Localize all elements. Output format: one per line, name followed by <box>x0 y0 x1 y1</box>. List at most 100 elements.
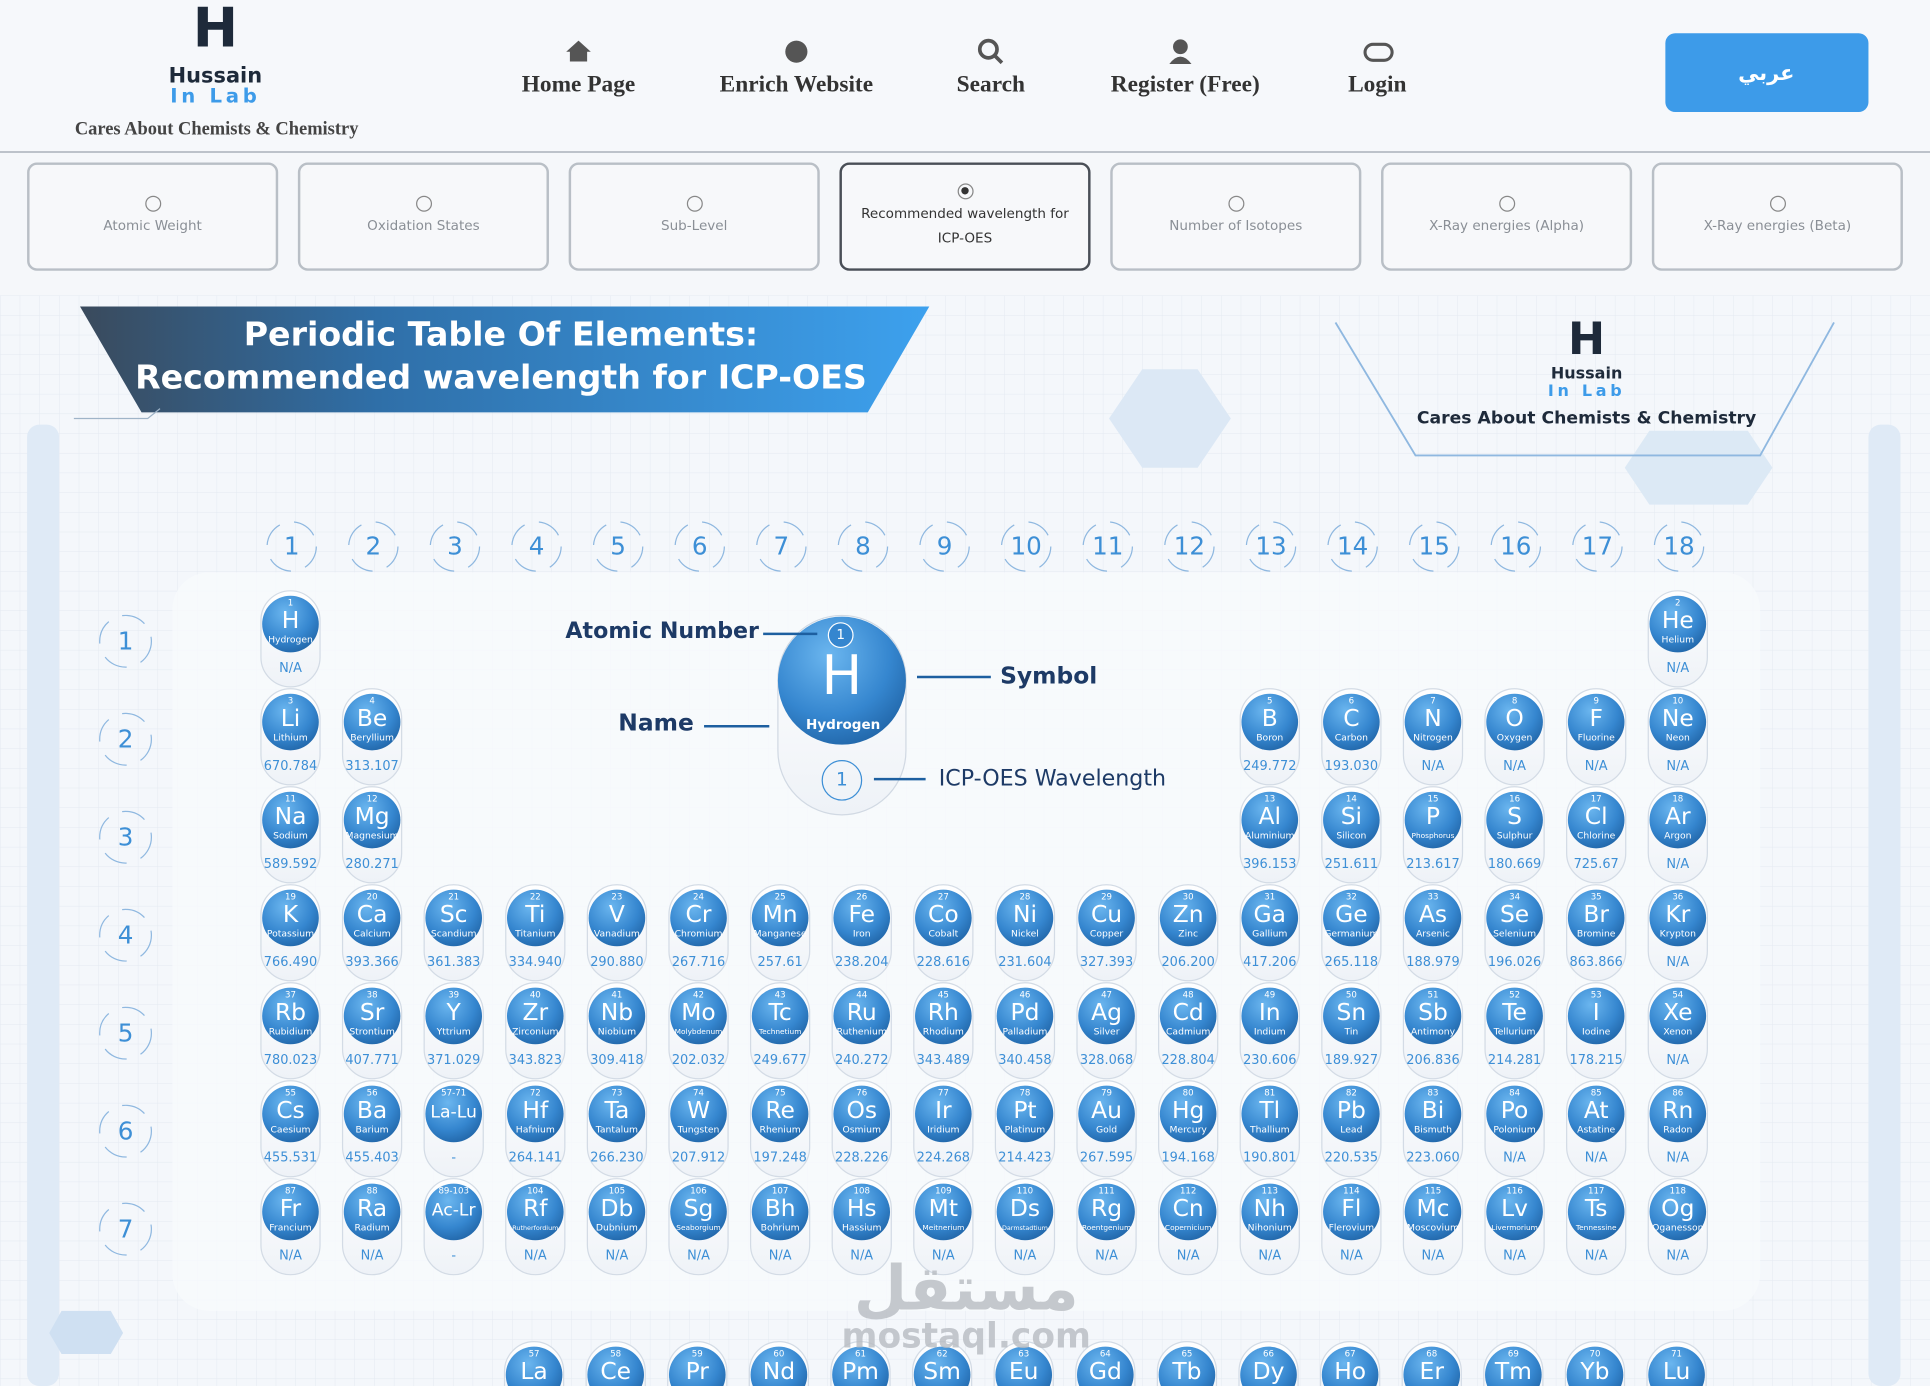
symbol[interactable]: Nd <box>763 1357 795 1385</box>
atomic-number[interactable]: 50 <box>1346 991 1357 1001</box>
element-name[interactable]: Manganese <box>754 928 807 939</box>
wavelength[interactable]: 455.531 <box>264 1151 317 1166</box>
atomic-number[interactable]: 26 <box>856 893 867 903</box>
atomic-number[interactable]: 115 <box>1425 1186 1441 1196</box>
symbol[interactable]: Sr <box>360 998 385 1026</box>
cell-ball[interactable] <box>425 1085 483 1143</box>
symbol[interactable]: Lv <box>1501 1194 1528 1222</box>
symbol[interactable]: Rb <box>275 998 306 1026</box>
element-name[interactable]: Tellurium <box>1493 1026 1536 1037</box>
element-name[interactable]: Yttrium <box>436 1026 471 1037</box>
nav-link[interactable]: Login <box>1348 72 1406 98</box>
wavelength[interactable]: 340.458 <box>998 1053 1051 1068</box>
wavelength[interactable]: N/A <box>1585 1151 1608 1166</box>
wavelength[interactable]: N/A <box>1666 759 1689 774</box>
symbol[interactable]: Ts <box>1584 1194 1608 1222</box>
atomic-number[interactable]: 11 <box>285 795 296 805</box>
radio[interactable] <box>686 195 703 212</box>
option-label[interactable]: X-Ray energies (Alpha) <box>1429 217 1585 234</box>
atomic-number[interactable]: 75 <box>775 1089 786 1099</box>
wavelength[interactable]: 249.772 <box>1243 759 1296 774</box>
element-name[interactable]: Rhenium <box>760 1124 801 1135</box>
cell-ball[interactable] <box>668 1346 726 1386</box>
wavelength[interactable]: - <box>451 1249 456 1264</box>
wavelength[interactable]: N/A <box>1666 661 1689 676</box>
atomic-number[interactable]: 84 <box>1509 1089 1520 1099</box>
wavelength[interactable]: N/A <box>850 1249 873 1264</box>
wavelength[interactable]: 223.060 <box>1406 1151 1459 1166</box>
symbol[interactable]: Kr <box>1665 900 1690 928</box>
atomic-number[interactable]: 80 <box>1183 1089 1194 1099</box>
symbol[interactable]: Rg <box>1091 1194 1122 1222</box>
cell-ball[interactable] <box>1649 595 1707 653</box>
cell-ball[interactable] <box>262 595 319 653</box>
nav-link[interactable]: Register (Free) <box>1111 72 1260 98</box>
element-name[interactable]: Argon <box>1664 831 1691 842</box>
element-name[interactable]: Ruthenium <box>837 1026 887 1037</box>
cell-ball[interactable] <box>1078 987 1135 1045</box>
cell-ball[interactable] <box>1323 791 1380 849</box>
cell-ball[interactable] <box>506 1085 564 1143</box>
element-name[interactable]: Nihonium <box>1248 1222 1292 1233</box>
element-name[interactable]: Potassium <box>267 928 314 939</box>
atomic-number[interactable]: 3 <box>288 697 293 707</box>
atomic-number[interactable]: 118 <box>1670 1186 1686 1196</box>
atomic-number[interactable]: 49 <box>1264 991 1275 1001</box>
atomic-number[interactable]: 4 <box>369 697 374 707</box>
symbol[interactable]: P <box>1426 802 1440 830</box>
atomic-number[interactable]: 33 <box>1427 893 1438 903</box>
option-label[interactable]: X-Ray energies (Beta) <box>1703 217 1852 234</box>
atomic-number[interactable]: 76 <box>856 1089 867 1099</box>
atomic-number[interactable]: 48 <box>1183 991 1194 1001</box>
wavelength[interactable]: 214.281 <box>1488 1053 1541 1068</box>
symbol[interactable]: V <box>609 900 625 928</box>
cell-ball[interactable] <box>1159 1183 1217 1241</box>
cell-ball[interactable] <box>425 987 483 1045</box>
element-name[interactable]: Hafnium <box>516 1124 555 1135</box>
element-name[interactable]: Lithium <box>273 733 308 744</box>
atomic-number[interactable]: 116 <box>1506 1186 1522 1196</box>
atomic-number[interactable]: 57-71 <box>441 1089 466 1099</box>
element-name[interactable]: Bromine <box>1577 928 1616 939</box>
cell-ball[interactable] <box>1323 987 1380 1045</box>
element-name[interactable]: Arsenic <box>1416 928 1450 939</box>
atomic-number[interactable]: 10 <box>1672 697 1683 707</box>
wavelength[interactable]: 228.616 <box>917 955 970 970</box>
cell-ball[interactable] <box>506 1183 564 1241</box>
wavelength[interactable]: N/A <box>769 1249 792 1264</box>
lang-button[interactable] <box>1665 33 1869 113</box>
element-name[interactable]: Selenium <box>1493 928 1536 939</box>
wavelength[interactable]: 309.418 <box>590 1053 643 1068</box>
atomic-number[interactable]: 64 <box>1100 1349 1111 1359</box>
cell-ball[interactable] <box>1078 1085 1135 1143</box>
radio[interactable] <box>415 195 432 212</box>
cell-ball[interactable] <box>751 889 809 947</box>
wavelength[interactable]: N/A <box>1177 1249 1200 1264</box>
element-name[interactable]: Polonium <box>1493 1124 1535 1135</box>
symbol[interactable]: Gd <box>1089 1357 1122 1385</box>
element-name[interactable]: Tantalum <box>595 1124 638 1135</box>
wavelength[interactable]: N/A <box>1503 1151 1526 1166</box>
atomic-number[interactable]: 72 <box>530 1089 541 1099</box>
symbol[interactable]: Y <box>446 998 462 1026</box>
wavelength[interactable]: 202.032 <box>672 1053 725 1068</box>
cell-ball[interactable] <box>1486 987 1543 1045</box>
option-label[interactable]: Number of Isotopes <box>1169 217 1303 234</box>
element-name[interactable]: Carbon <box>1335 733 1368 744</box>
atomic-number[interactable]: 31 <box>1264 893 1275 903</box>
symbol[interactable]: Pb <box>1337 1096 1366 1124</box>
